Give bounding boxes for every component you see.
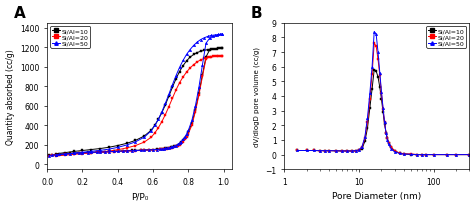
X-axis label: P/P₀: P/P₀ bbox=[131, 192, 149, 200]
Legend: Si/Al=10, Si/Al=20, Si/Al=50: Si/Al=10, Si/Al=20, Si/Al=50 bbox=[427, 27, 466, 48]
Legend: Si/Al=10, Si/Al=20, Si/Al=50: Si/Al=10, Si/Al=20, Si/Al=50 bbox=[50, 27, 90, 48]
Y-axis label: Quantity absorbed (cc/g): Quantity absorbed (cc/g) bbox=[6, 49, 15, 144]
Y-axis label: dV/dlogD pore volume (cc/g): dV/dlogD pore volume (cc/g) bbox=[253, 47, 260, 146]
X-axis label: Pore Diameter (nm): Pore Diameter (nm) bbox=[332, 192, 421, 200]
Text: A: A bbox=[14, 6, 26, 21]
Text: B: B bbox=[251, 6, 262, 21]
